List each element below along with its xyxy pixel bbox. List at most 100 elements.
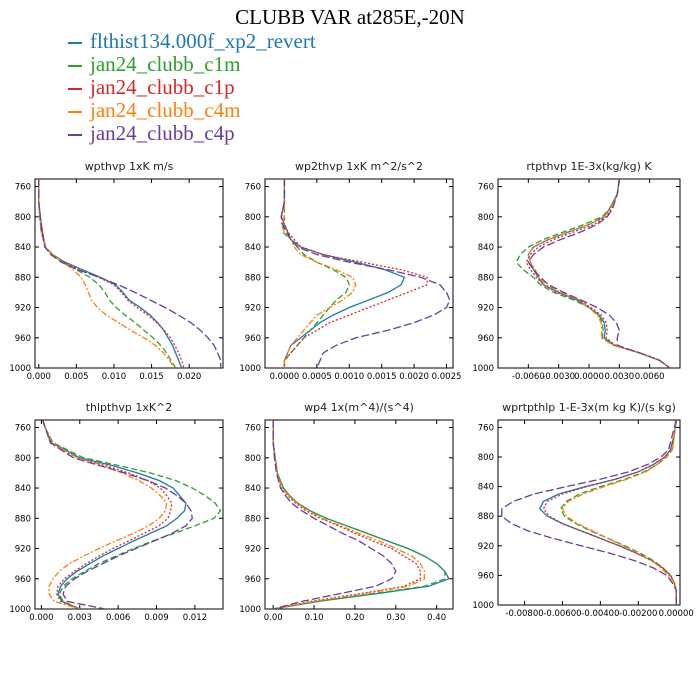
y-tick-label: 800 — [478, 453, 494, 463]
series-line-3 — [525, 179, 671, 368]
panel-title: wp2thvp 1xK m^2/s^2 — [295, 160, 423, 173]
y-tick-label: 920 — [15, 304, 31, 314]
series-line-2 — [272, 420, 446, 609]
panel-title: wpthvp 1xK m/s — [85, 160, 174, 173]
x-tick-label: -0.00400 — [581, 609, 619, 619]
y-tick-label: 800 — [245, 454, 261, 464]
y-tick-label: 840 — [245, 243, 261, 253]
y-tick-label: 920 — [478, 304, 494, 314]
y-tick-label: 760 — [245, 183, 261, 193]
x-tick-label: 0.10 — [305, 613, 324, 623]
panel-5: wp4 1x(m^4)/(s^4)76080084088092096010000… — [239, 401, 454, 623]
x-tick-label: 0.015 — [139, 372, 163, 382]
series-line-2 — [42, 420, 222, 609]
x-tick-label: 0.010 — [102, 372, 126, 382]
y-tick-label: 800 — [478, 213, 494, 223]
y-tick-label: 960 — [245, 575, 261, 585]
plot-frame — [34, 419, 224, 610]
series-line-1 — [538, 420, 677, 605]
series-line-1 — [280, 179, 406, 368]
y-tick-label: 760 — [478, 423, 494, 433]
x-tick-label: -0.0030 — [542, 372, 575, 382]
legend-item: jan24_clubb_c1m — [68, 53, 316, 76]
x-tick-label: 0.006 — [106, 613, 130, 623]
y-tick-label: 840 — [478, 243, 494, 253]
y-tick-label: 760 — [245, 424, 261, 434]
series-line-4 — [561, 420, 677, 605]
x-tick-label: 0.003 — [68, 613, 92, 623]
x-tick-label: 0.0000 — [270, 372, 300, 382]
x-tick-label: 0.000 — [29, 613, 53, 623]
y-tick-label: 880 — [478, 273, 494, 283]
panel-3: rtpthvp 1E-3x(kg/kg) K 760 800 840 880 920 960… — [472, 160, 681, 382]
series-line-4 — [272, 420, 426, 609]
series-line-5 — [280, 179, 451, 368]
panel-6: wprtpthlp 1-E-3x(m kg K)/(s kg) 760 800 840… — [472, 401, 693, 619]
legend-label: jan24_clubb_c1p — [90, 75, 235, 99]
x-tick-label: 0.012 — [183, 613, 207, 623]
series-line-2 — [559, 420, 677, 605]
series-line-4 — [42, 420, 168, 609]
x-tick-label: 0.0015 — [367, 372, 397, 382]
y-tick-label: 840 — [245, 484, 261, 494]
panel-title: rtpthvp 1E-3x(kg/kg) K — [526, 160, 652, 173]
legend-item: jan24_clubb_c4m — [68, 99, 316, 122]
x-tick-label: -0.00600 — [543, 609, 581, 619]
y-tick-label: 1000 — [239, 364, 261, 374]
x-tick-label: 0.0060 — [635, 372, 665, 382]
y-tick-label: 880 — [15, 273, 31, 283]
y-tick-label: 1000 — [472, 364, 494, 374]
plot-frame — [497, 178, 681, 369]
y-tick-label: 880 — [245, 273, 261, 283]
x-tick-label: 0.000 — [27, 372, 51, 382]
x-tick-label: 0.00 — [264, 613, 283, 623]
x-tick-label: 0.0005 — [302, 372, 332, 382]
figure-title: CLUBB VAR at285E,-20N — [235, 5, 465, 29]
series-line-1 — [272, 420, 450, 609]
series-line-3 — [38, 179, 185, 368]
x-tick-label: 0.009 — [144, 613, 168, 623]
series-line-5 — [527, 179, 671, 368]
x-tick-label: 0.00000 — [659, 609, 694, 619]
legend: flthist134.000f_xp2_revert jan24_clubb_c… — [68, 30, 316, 145]
y-tick-label: 920 — [245, 545, 261, 555]
panel-title: wprtpthlp 1-E-3x(m kg K)/(s kg) — [502, 401, 676, 414]
series-line-4 — [527, 179, 671, 368]
series-line-5 — [38, 179, 222, 368]
x-tick-label: 0.005 — [64, 372, 88, 382]
y-tick-label: 760 — [15, 183, 31, 193]
x-tick-label: 0.20 — [345, 613, 364, 623]
legend-swatch — [68, 41, 82, 44]
plot-frame — [497, 419, 681, 606]
legend-swatch — [68, 64, 82, 67]
y-tick-label: 800 — [15, 213, 31, 223]
legend-label: jan24_clubb_c1m — [90, 52, 241, 76]
y-tick-label: 760 — [478, 183, 494, 193]
plot-frame — [34, 178, 224, 369]
panel-title: thlpthvp 1xK^2 — [86, 401, 173, 414]
series-line-2 — [38, 179, 177, 368]
series-line-1 — [38, 179, 183, 368]
x-tick-label: -0.0060 — [512, 372, 545, 382]
panel-4: thlpthvp 1xK^276080084088092096010000.00… — [9, 401, 224, 623]
y-tick-label: 840 — [15, 243, 31, 253]
legend-label: jan24_clubb_c4p — [90, 121, 235, 145]
y-tick-label: 1000 — [9, 364, 31, 374]
y-tick-label: 960 — [15, 334, 31, 344]
plot-frame — [264, 419, 454, 610]
x-tick-label: 0.020 — [177, 372, 201, 382]
y-tick-label: 1000 — [9, 605, 31, 615]
y-tick-label: 840 — [478, 483, 494, 493]
legend-label: flthist134.000f_xp2_revert — [90, 29, 316, 53]
y-tick-label: 960 — [245, 334, 261, 344]
legend-item: flthist134.000f_xp2_revert — [68, 30, 316, 53]
y-tick-label: 1000 — [239, 605, 261, 615]
legend-swatch — [68, 110, 82, 113]
series-line-3 — [272, 420, 421, 609]
y-tick-label: 1000 — [472, 601, 494, 611]
y-tick-label: 760 — [15, 424, 31, 434]
panel-1: wpthvp 1xK m/s76080084088092096010000.00… — [9, 160, 224, 382]
y-tick-label: 920 — [15, 545, 31, 555]
series-line-5 — [42, 420, 193, 609]
